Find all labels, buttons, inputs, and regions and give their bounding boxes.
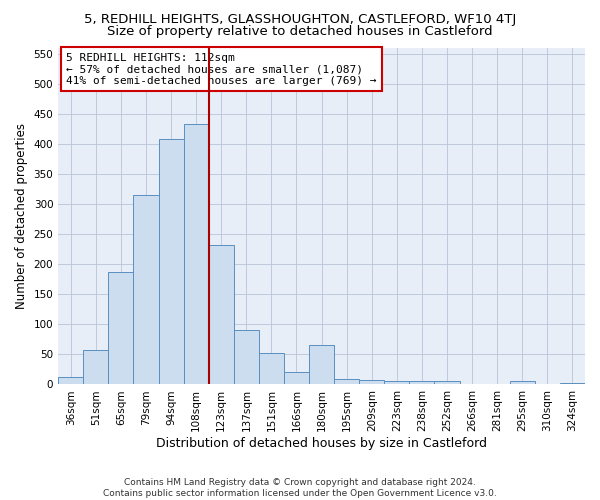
Bar [434,382,460,384]
Bar [510,382,535,384]
Text: Contains HM Land Registry data © Crown copyright and database right 2024.
Contai: Contains HM Land Registry data © Crown c… [103,478,497,498]
Bar [385,382,409,384]
Bar [58,377,83,384]
Text: 5 REDHILL HEIGHTS: 112sqm
← 57% of detached houses are smaller (1,087)
41% of se: 5 REDHILL HEIGHTS: 112sqm ← 57% of detac… [66,52,377,86]
Bar [309,346,334,385]
Bar [284,372,309,384]
Bar [234,330,259,384]
Bar [409,382,434,384]
Bar [133,195,158,384]
Text: Size of property relative to detached houses in Castleford: Size of property relative to detached ho… [107,24,493,38]
Bar [209,246,234,384]
Bar [158,139,184,384]
Bar [359,380,385,384]
Y-axis label: Number of detached properties: Number of detached properties [15,123,28,309]
X-axis label: Distribution of detached houses by size in Castleford: Distribution of detached houses by size … [156,437,487,450]
Bar [560,382,585,384]
Bar [334,379,359,384]
Bar [109,272,133,384]
Text: 5, REDHILL HEIGHTS, GLASSHOUGHTON, CASTLEFORD, WF10 4TJ: 5, REDHILL HEIGHTS, GLASSHOUGHTON, CASTL… [84,12,516,26]
Bar [83,350,109,384]
Bar [259,352,284,384]
Bar [184,124,209,384]
